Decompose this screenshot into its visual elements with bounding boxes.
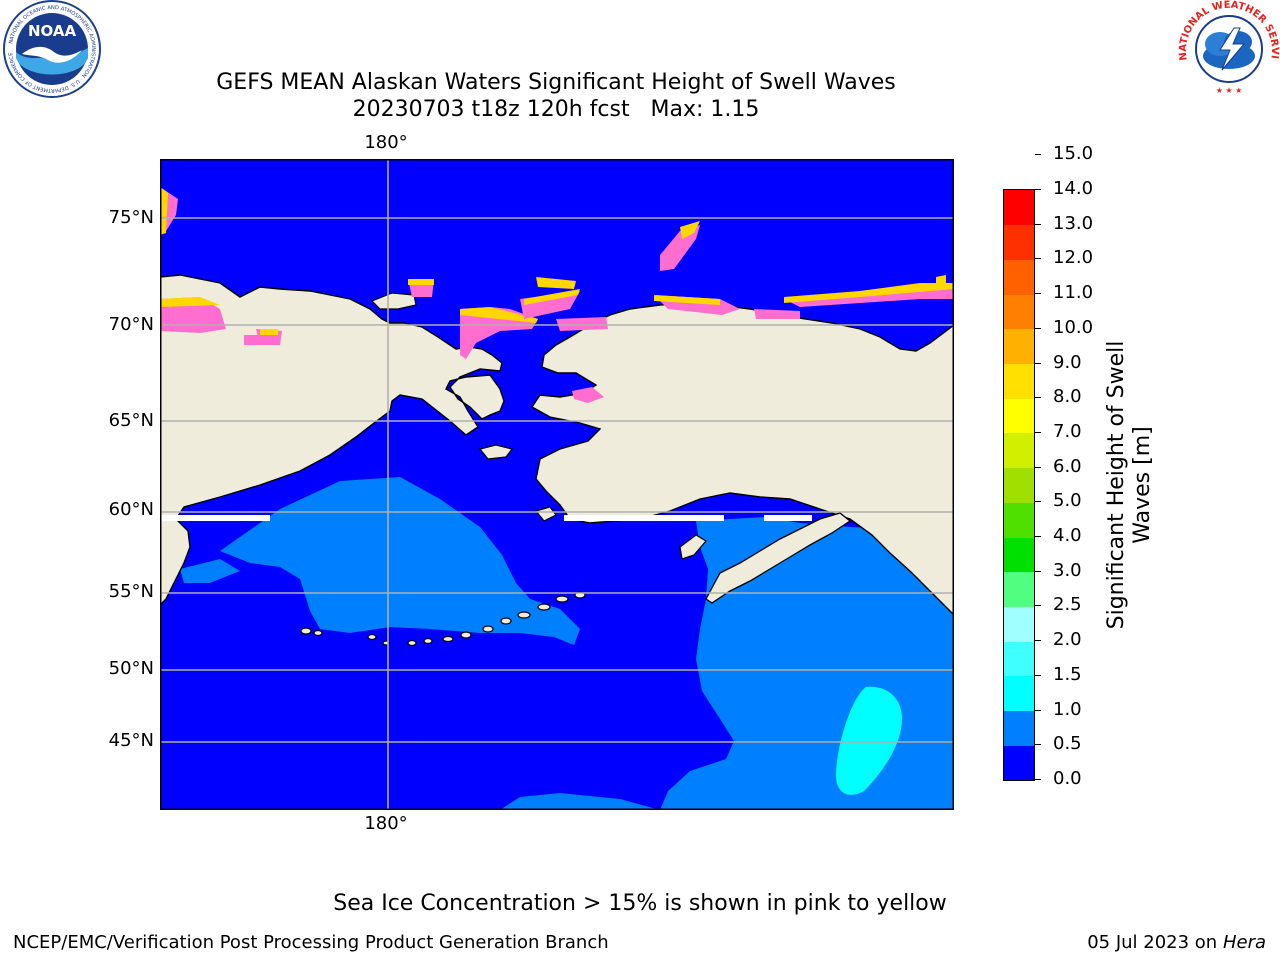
- colorbar-tick-label: 14.0: [1053, 178, 1094, 199]
- lat-label-45: 45°N: [108, 730, 154, 751]
- map-panel: [160, 159, 954, 810]
- noaa-logo-icon: NOAA NATIONAL OCEANIC AND ATMOSPHERIC AD…: [3, 0, 101, 98]
- colorbar-segment: [1004, 606, 1034, 642]
- svg-text:NOAA: NOAA: [28, 22, 77, 40]
- footer-date-text: 05 Jul 2023 on: [1087, 932, 1223, 953]
- lat-label-70: 70°N: [108, 314, 154, 335]
- swell-field-max: [836, 686, 902, 795]
- colorbar-segment: [1004, 363, 1034, 399]
- wrangel-island: [370, 292, 417, 310]
- nodata-band-east: [564, 515, 724, 521]
- footer-host: Hera: [1222, 932, 1266, 953]
- swell-field-mid-south: [500, 793, 660, 810]
- colorbar-segment: [1004, 502, 1034, 538]
- colorbar-tick-mark: [1035, 397, 1041, 399]
- colorbar-tick-label: 0.5: [1053, 733, 1082, 755]
- colorbar-tick-label: 0.0: [1053, 768, 1082, 789]
- colorbar-tick-mark: [1035, 223, 1041, 225]
- colorbar-segment: [1004, 398, 1034, 434]
- colorbar-title: Significant Height of Swell Waves [m]: [1104, 341, 1156, 630]
- colorbar-tick-mark: [1035, 709, 1041, 711]
- colorbar-tick-mark: [1035, 189, 1041, 190]
- colorbar-tick-label: 1.5: [1053, 663, 1082, 685]
- colorbar-tick-label: 12.0: [1053, 247, 1094, 269]
- sea-ice-note: Sea Ice Concentration > 15% is shown in …: [333, 891, 947, 916]
- colorbar-tick-label: 1.0: [1053, 698, 1082, 720]
- colorbar-tick-mark: [1035, 501, 1041, 503]
- colorbar-tick-mark: [1035, 536, 1041, 538]
- colorbar-tick-label: 8.0: [1053, 386, 1082, 408]
- colorbar-segment: [1004, 675, 1034, 712]
- colorbar-tick-label: 7.0: [1053, 420, 1082, 442]
- colorbar-segment: [1004, 432, 1034, 469]
- colorbar-tick-mark: [1035, 293, 1041, 295]
- colorbar: [1003, 189, 1035, 781]
- chart-subtitle: 20230703 t18z 120h fcst Max: 1.15: [352, 97, 760, 122]
- colorbar-tick-mark: [1035, 362, 1041, 364]
- colorbar-tick-label: 11.0: [1053, 282, 1094, 304]
- lon-label-bottom: 180°: [364, 813, 408, 834]
- colorbar-tick-mark: [1035, 154, 1041, 156]
- colorbar-tick-mark: [1035, 431, 1041, 433]
- colorbar-tick-label: 13.0: [1053, 212, 1094, 234]
- colorbar-segment: [1004, 294, 1034, 330]
- colorbar-segment: [1004, 571, 1034, 607]
- svg-text:★ ★ ★: ★ ★ ★: [1216, 86, 1243, 95]
- footer-date: 05 Jul 2023 on Hera: [1087, 932, 1266, 954]
- colorbar-tick-label: 2.5: [1053, 594, 1082, 616]
- footer-credit: NCEP/EMC/Verification Post Processing Pr…: [13, 932, 609, 953]
- lat-label-55: 55°N: [108, 581, 154, 602]
- colorbar-title-line2: Waves [m]: [1130, 426, 1155, 544]
- colorbar-tick-mark: [1035, 327, 1041, 329]
- colorbar-tick-mark: [1035, 674, 1041, 676]
- lat-label-50: 50°N: [108, 658, 154, 679]
- colorbar-tick-label: 15.0: [1053, 143, 1094, 165]
- map-gridlines: [160, 159, 954, 810]
- sea-ice-overlay: [160, 187, 954, 403]
- nodata-band-gulf: [764, 515, 812, 521]
- st-lawrence-island: [478, 444, 514, 460]
- colorbar-tick-mark: [1035, 779, 1041, 780]
- colorbar-segment: [1004, 224, 1034, 260]
- alaska-peninsula: [705, 512, 852, 604]
- nodata-band: [160, 515, 270, 521]
- colorbar-segment: [1004, 641, 1034, 677]
- lat-label-65: 65°N: [108, 410, 154, 431]
- colorbar-segment: [1004, 537, 1034, 573]
- swell-field-mid-bering: [220, 477, 580, 645]
- swell-field-mid-west: [180, 559, 240, 583]
- chart-title: GEFS MEAN Alaskan Waters Significant Hei…: [216, 70, 896, 95]
- colorbar-segment: [1004, 190, 1034, 226]
- lat-label-60: 60°N: [108, 499, 154, 520]
- colorbar-tick-mark: [1035, 640, 1041, 642]
- colorbar-tick-mark: [1035, 258, 1041, 260]
- colorbar-tick-mark: [1035, 570, 1041, 572]
- colorbar-segment: [1004, 259, 1034, 295]
- lon-label-top: 180°: [364, 132, 408, 153]
- map-frame: [160, 159, 954, 810]
- colorbar-tick-mark: [1035, 605, 1041, 607]
- colorbar-tick-label: 10.0: [1053, 316, 1094, 338]
- nunivak-island: [534, 506, 557, 522]
- colorbar-segment: [1004, 745, 1034, 781]
- colorbar-title-line1: Significant Height of Swell: [1104, 340, 1129, 630]
- colorbar-tick-label: 2.0: [1053, 629, 1082, 651]
- lat-label-75: 75°N: [108, 207, 154, 228]
- colorbar-tick-label: 6.0: [1053, 455, 1082, 477]
- kodiak-island: [679, 534, 707, 560]
- colorbar-segment: [1004, 328, 1034, 365]
- colorbar-tick-mark: [1035, 466, 1041, 468]
- colorbar-tick-mark: [1035, 744, 1041, 746]
- colorbar-segment: [1004, 467, 1034, 503]
- colorbar-tick-label: 3.0: [1053, 559, 1082, 581]
- colorbar-tick-label: 9.0: [1053, 351, 1082, 373]
- colorbar-segment: [1004, 710, 1034, 746]
- colorbar-tick-label: 5.0: [1053, 490, 1082, 512]
- nws-logo-icon: NATIONAL WEATHER SERVICE ★ ★ ★: [1178, 0, 1280, 96]
- kamchatka-land: [160, 518, 191, 606]
- colorbar-tick-label: 4.0: [1053, 525, 1082, 547]
